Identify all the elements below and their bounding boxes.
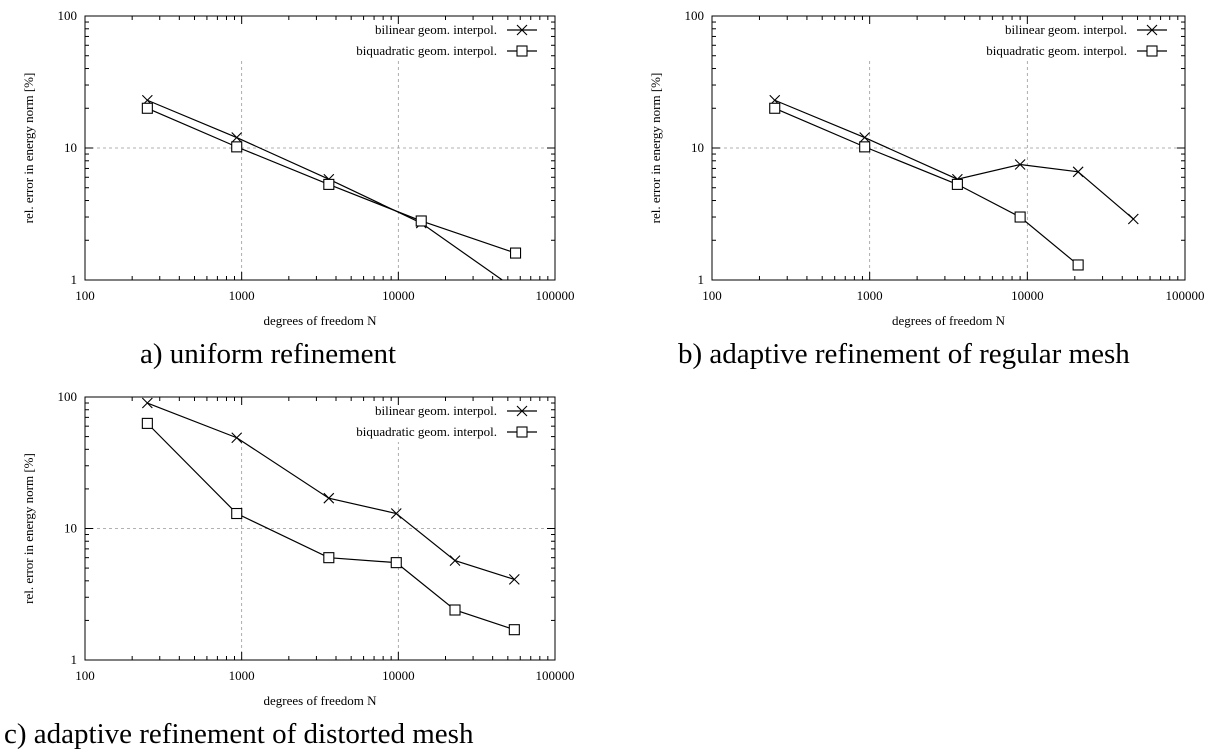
- chart-caption: c) adaptive refinement of distorted mesh: [4, 718, 474, 750]
- x-tick-label: 10000: [1011, 288, 1044, 303]
- series-line-0: [147, 402, 515, 580]
- y-tick-label: 1: [71, 652, 78, 667]
- y-tick-label: 10: [64, 140, 77, 155]
- x-axis-label: degrees of freedom N: [892, 313, 1006, 328]
- legend-marker: [1146, 45, 1158, 57]
- biquadratic-point: [449, 604, 461, 616]
- x-tick-label: 100: [75, 288, 95, 303]
- legend-marker: [1146, 24, 1158, 36]
- biquadratic-point: [508, 624, 520, 636]
- bilinear-point: [1014, 159, 1026, 170]
- bilinear-point: [859, 132, 871, 143]
- biquadratic-point: [390, 557, 402, 569]
- chart-c: 100 1000 10000 100000 1 10 100 degrees of freed…: [21, 389, 575, 708]
- biquadratic-point: [415, 215, 427, 227]
- biquadratic-point: [1014, 211, 1026, 223]
- y-axis-label: rel. error in energy norm [%]: [21, 453, 36, 604]
- legend-label: bilinear geom. interpol.: [375, 22, 497, 37]
- y-tick-label: 10: [691, 140, 704, 155]
- biquadratic-point: [769, 102, 781, 114]
- series-line-1: [774, 107, 1079, 266]
- y-tick-label: 100: [58, 389, 78, 404]
- biquadratic-point: [509, 247, 522, 259]
- legend-label: biquadratic geom. interpol.: [356, 43, 497, 58]
- x-tick-label: 100000: [536, 288, 575, 303]
- biquadratic-point: [323, 552, 335, 564]
- biquadratic-point: [141, 417, 153, 429]
- legend-label: bilinear geom. interpol.: [1005, 22, 1127, 37]
- bilinear-point: [508, 574, 520, 585]
- x-axis-label: degrees of freedom N: [264, 313, 378, 328]
- x-tick-label: 100000: [536, 668, 575, 683]
- chart-caption: b) adaptive refinement of regular mesh: [678, 338, 1130, 370]
- y-axis-label: rel. error in energy norm [%]: [21, 73, 36, 224]
- bilinear-point: [1127, 213, 1139, 225]
- bilinear-point: [390, 508, 402, 519]
- x-axis-label: degrees of freedom N: [264, 693, 378, 708]
- biquadratic-point: [231, 507, 243, 520]
- x-tick-label: 100000: [1166, 288, 1205, 303]
- chart-panel-b: 100 1000 10000 100000 1 10 100 degrees of freed…: [640, 0, 1218, 390]
- chart-caption: a) uniform refinement: [140, 338, 397, 370]
- y-tick-label: 100: [58, 8, 78, 23]
- bilinear-point: [231, 432, 243, 444]
- bilinear-point: [231, 132, 243, 143]
- x-tick-label: 1000: [229, 668, 255, 683]
- x-tick-label: 100: [702, 288, 722, 303]
- x-tick-label: 10000: [382, 288, 415, 303]
- legend-marker: [516, 426, 528, 438]
- biquadratic-point: [1072, 259, 1084, 271]
- chart-panel-c: 100 1000 10000 100000 1 10 100 degrees of freed…: [0, 382, 600, 756]
- bilinear-point: [1072, 166, 1084, 178]
- legend-label: biquadratic geom. interpol.: [356, 424, 497, 439]
- y-tick-label: 1: [71, 272, 78, 287]
- biquadratic-point: [951, 178, 963, 190]
- legend-label: biquadratic geom. interpol.: [986, 43, 1127, 58]
- series-line-0: [147, 99, 504, 280]
- y-axis-label: rel. error in energy norm [%]: [648, 73, 663, 224]
- chart-a: 100 1000 10000 100000 1 10 100 degrees of freed…: [21, 8, 575, 328]
- legend-marker: [516, 405, 528, 417]
- series-line-0: [774, 99, 1134, 220]
- y-tick-label: 10: [64, 521, 77, 536]
- biquadratic-point: [859, 141, 871, 153]
- legend-marker: [516, 24, 528, 36]
- x-tick-label: 100: [75, 668, 95, 683]
- biquadratic-point: [141, 102, 153, 114]
- x-tick-label: 10000: [382, 668, 415, 683]
- x-tick-label: 1000: [229, 288, 255, 303]
- x-tick-label: 1000: [857, 288, 883, 303]
- chart-b: 100 1000 10000 100000 1 10 100 degrees of freed…: [648, 8, 1205, 328]
- legend-label: bilinear geom. interpol.: [375, 403, 497, 418]
- bilinear-point: [449, 555, 461, 566]
- biquadratic-point: [231, 141, 243, 153]
- y-tick-label: 100: [685, 8, 705, 23]
- bilinear-point: [323, 492, 335, 504]
- chart-panel-a: 100 1000 10000 100000 1 10 100 degrees of freed…: [0, 0, 600, 390]
- series-line-1: [146, 422, 515, 631]
- biquadratic-point: [323, 178, 335, 190]
- legend-marker: [516, 45, 528, 57]
- y-tick-label: 1: [698, 272, 705, 287]
- bilinear-point: [141, 397, 153, 409]
